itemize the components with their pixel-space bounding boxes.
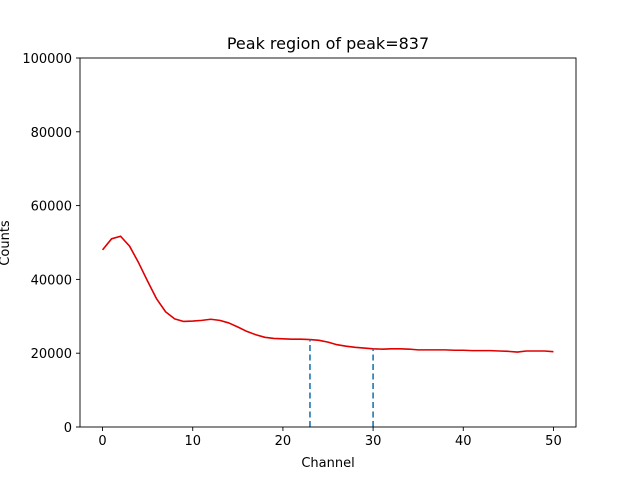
chart-title: Peak region of peak=837 <box>227 34 429 53</box>
x-axis-title: Channel <box>301 456 354 471</box>
y-axis-title: Counts <box>0 220 13 266</box>
plot-area: 0 10 20 30 40 50 0 20000 40000 60000 80000 100000 <box>22 52 577 449</box>
x-tick-label: 10 <box>184 434 201 449</box>
series-line-0 <box>101 235 554 353</box>
y-tick-label: 60000 <box>31 200 72 215</box>
y-tick-label: 0 <box>64 421 72 436</box>
x-tick-label: 50 <box>545 434 562 449</box>
x-tick-label: 40 <box>455 434 472 449</box>
y-tick-label: 100000 <box>22 52 72 67</box>
y-tick-label: 20000 <box>31 347 72 362</box>
x-tick-label: 30 <box>365 434 382 449</box>
x-tick-label: 0 <box>98 434 106 449</box>
y-tick-label: 40000 <box>31 273 72 288</box>
plot-frame <box>79 57 577 428</box>
y-tick-label: 80000 <box>31 126 72 141</box>
x-tick-label: 20 <box>275 434 292 449</box>
